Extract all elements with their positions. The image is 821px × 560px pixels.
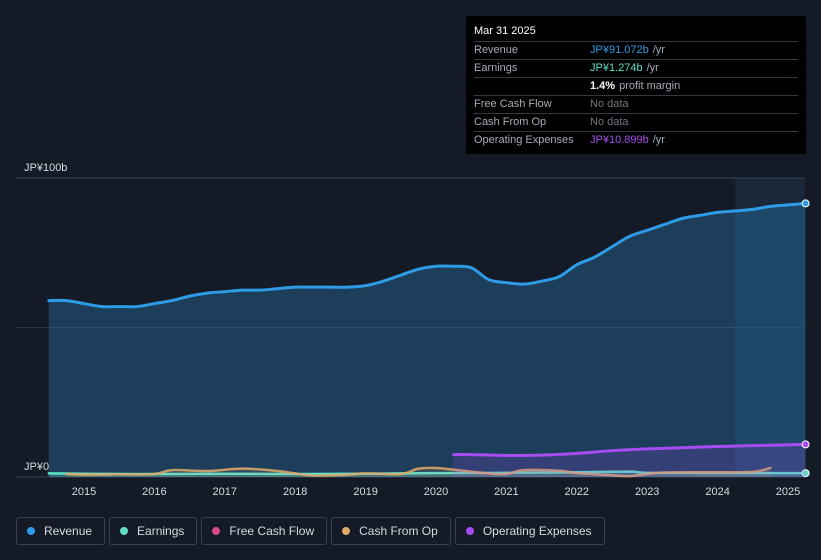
x-tick-label: 2025 [776,486,800,498]
tooltip-label: Operating Expenses [474,134,574,146]
x-tick-label: 2015 [72,486,96,498]
legend: Revenue Earnings Free Cash Flow Cash Fro… [16,517,605,545]
tooltip-row-fcf: Free Cash Flow No data [474,96,798,114]
tooltip-margin-text: profit margin [619,80,681,92]
x-tick-label: 2022 [565,486,589,498]
earnings-end-marker [801,469,810,478]
tooltip-label: Earnings [474,62,518,74]
x-tick-label: 2016 [142,486,166,498]
x-tick-label: 2018 [283,486,307,498]
tooltip-row-cfo: Cash From Op No data [474,114,798,132]
legend-earnings[interactable]: Earnings [109,517,198,545]
tooltip-value: No data [590,98,629,110]
tooltip-panel: Mar 31 2025 Revenue JP¥91.072b/yr Earnin… [466,16,806,154]
operating-expenses-line [452,442,808,458]
x-tick-label: 2023 [635,486,659,498]
operating-expenses-area [453,444,806,477]
legend-dot-icon [27,527,35,535]
tooltip-row-revenue: Revenue JP¥91.072b/yr [474,42,798,60]
legend-operating-expenses[interactable]: Operating Expenses [454,517,605,545]
legend-label: Earnings [137,524,185,538]
legend-free-cash-flow[interactable]: Free Cash Flow [201,517,328,545]
tooltip-label: Cash From Op [474,116,547,128]
legend-dot-icon [342,527,351,535]
tooltip-row-margin: 1.4% profit margin [474,78,798,96]
tooltip-unit: /yr [646,62,659,74]
tooltip-value: No data [590,116,629,128]
legend-cash-from-op[interactable]: Cash From Op [331,517,451,545]
x-tick-label: 2021 [494,486,518,498]
legend-label: Cash From Op [359,524,438,538]
tooltip-unit: /yr [652,134,665,146]
revenue-end-marker [801,199,810,208]
tooltip-margin-value: 1.4% [590,80,616,92]
x-tick-label: 2020 [424,486,448,498]
x-tick-label: 2017 [213,486,237,498]
revenue-line [47,201,808,309]
revenue-area [48,203,806,478]
y-tick-label-bottom: JP¥0 [24,461,49,473]
tooltip-value: JP¥10.899b [590,134,649,146]
cash-from-op-line [65,466,772,478]
legend-dot-icon [212,527,221,535]
x-tick-label: 2024 [705,486,729,498]
tooltip-value: JP¥1.274b [590,62,643,74]
tooltip-row-opex: Operating Expenses JP¥10.899b/yr [474,132,798,149]
legend-label: Operating Expenses [482,524,592,538]
tooltip-row-earnings: Earnings JP¥1.274b/yr [474,60,798,78]
legend-label: Free Cash Flow [229,524,315,538]
legend-label: Revenue [44,524,93,538]
operating-expenses-end-marker [801,440,810,449]
tooltip-value: JP¥91.072b [590,44,649,56]
tooltip-date: Mar 31 2025 [474,24,798,42]
y-tick-label-top: JP¥100b [24,162,67,174]
legend-dot-icon [120,527,129,535]
tooltip-unit: /yr [652,44,665,56]
x-tick-label: 2019 [353,486,377,498]
tooltip-label: Free Cash Flow [474,98,552,110]
legend-revenue[interactable]: Revenue [16,517,106,545]
tooltip-label: Revenue [474,44,519,56]
legend-dot-icon [465,527,474,535]
